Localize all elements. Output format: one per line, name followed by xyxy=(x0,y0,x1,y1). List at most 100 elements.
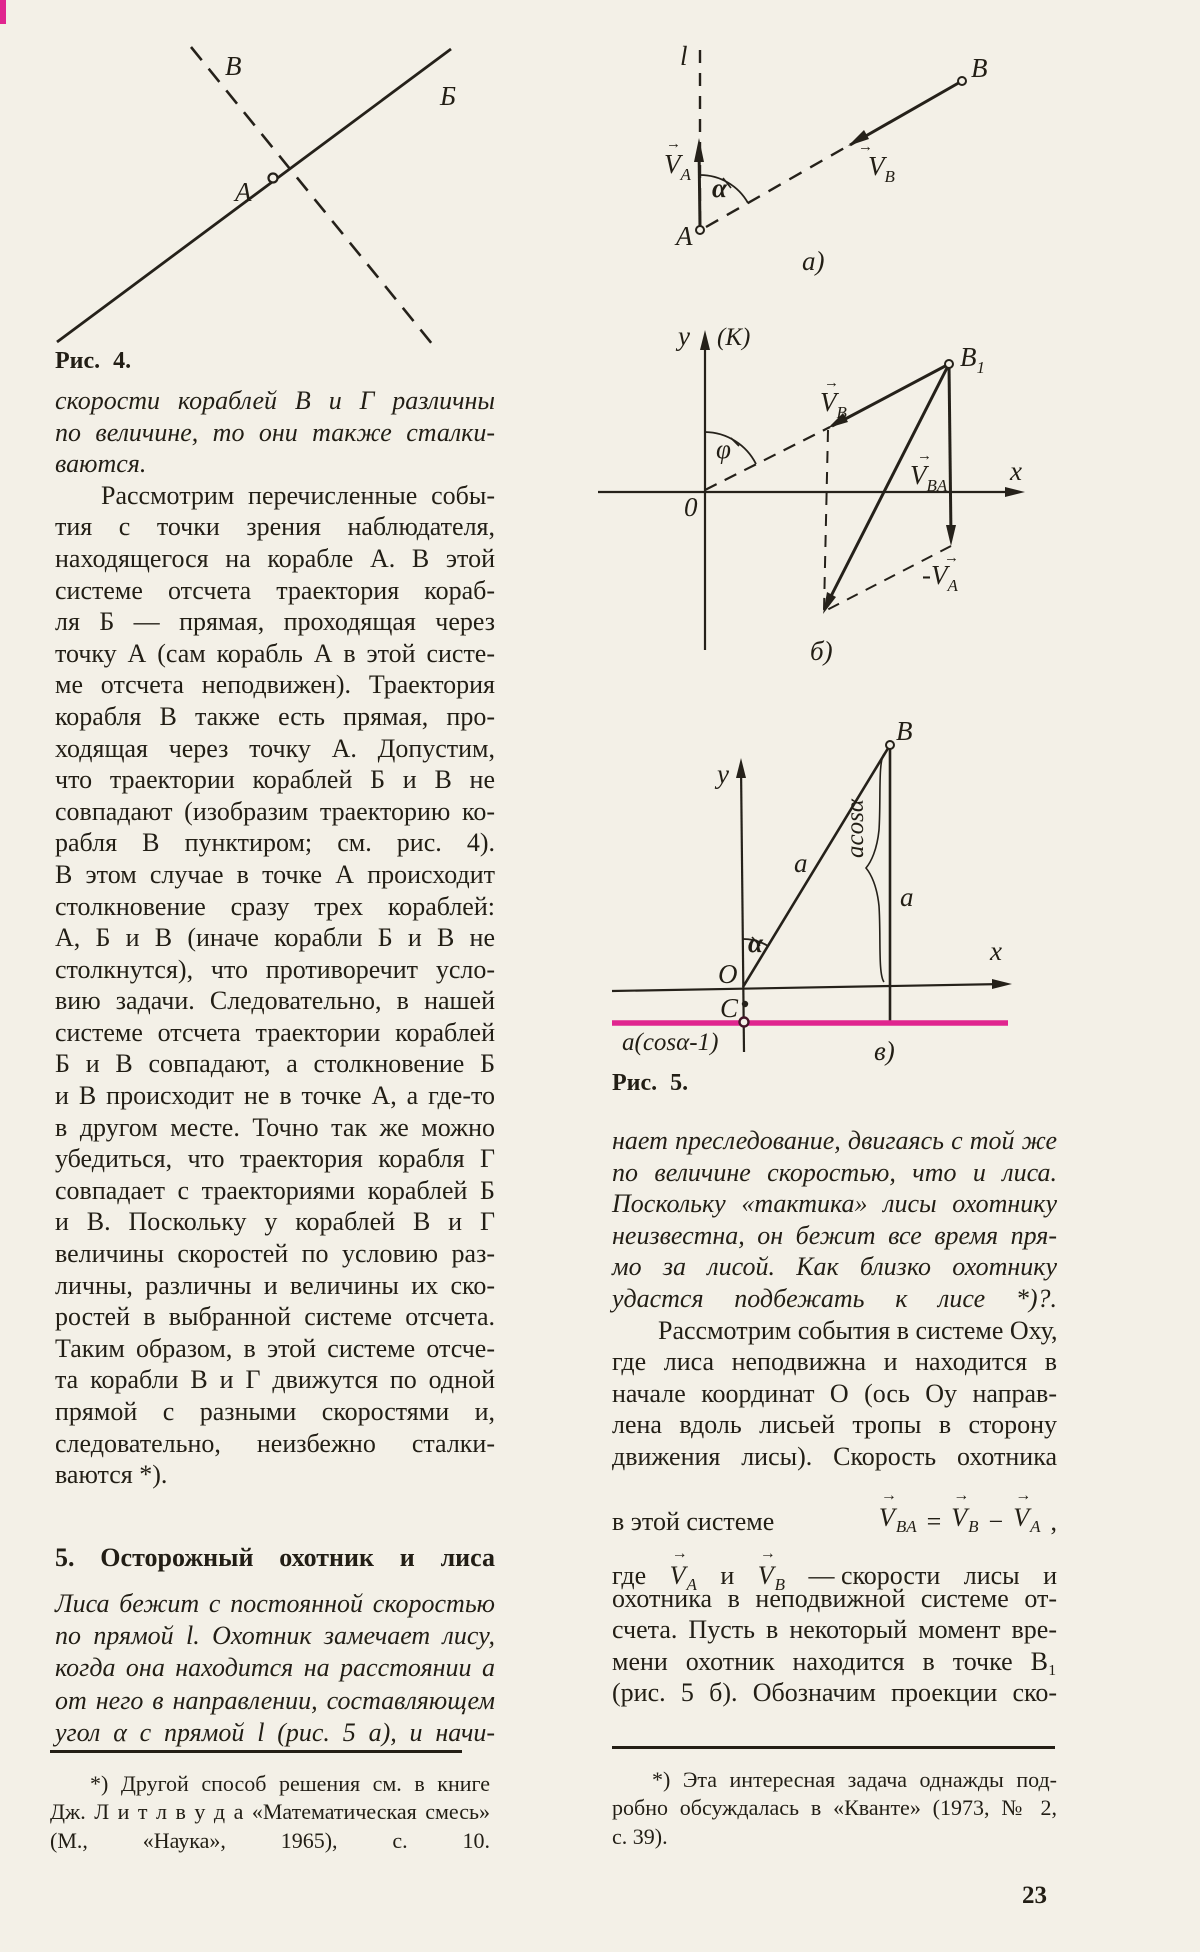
text-line: в другом месте. Точно так же можно xyxy=(55,1112,495,1142)
label-B: B xyxy=(971,53,988,83)
label-x: x xyxy=(989,936,1002,966)
y-axis xyxy=(739,765,746,1053)
paragraph-fox-problem-cont: нает преследование, двигаясь с той же по … xyxy=(612,1125,1057,1315)
text-line: вию задачи. Следовательно, в нашей xyxy=(55,986,495,1016)
text-line: личны, различны и величины их ско- xyxy=(55,1270,495,1300)
label-K-frame: (K) xyxy=(717,324,750,351)
label-l: l xyxy=(680,41,688,71)
label-y: y xyxy=(714,759,729,789)
label-x: x xyxy=(1009,456,1022,486)
text-line: робно обсуждалась в «Кванте» (1973, № 2, xyxy=(612,1795,1057,1821)
text-line: та корабли В и Г движутся по одной xyxy=(55,1365,495,1395)
text-line: по величине, то они также сталки- xyxy=(55,417,495,447)
text-line: мени охотник находится в точке В₁ xyxy=(612,1646,1057,1676)
formula-text: лисы xyxy=(963,1560,1020,1590)
sight-line-dashed xyxy=(705,141,854,229)
text-line: лена вдоль лисьей тропы в сторону xyxy=(612,1410,1057,1440)
text-line: неизвестна, он бежит все время пря- xyxy=(612,1220,1057,1250)
text-line: Дж. Л и т л в у д а «Математическая смес… xyxy=(50,1799,490,1825)
footnote-rule xyxy=(612,1746,1055,1749)
text-line: (М., «Наука», 1965), с. 10. xyxy=(50,1827,490,1853)
vector-symbol: → VA xyxy=(1013,1486,1041,1536)
label-C: C xyxy=(720,993,739,1023)
text-line: от него в направлении, составляющем xyxy=(55,1685,495,1715)
vector-vb-line xyxy=(831,362,950,428)
point-B1 xyxy=(944,359,954,369)
text-line: угол α с прямой l (рис. 5 а), и начи- xyxy=(55,1717,495,1747)
text-line: следовательно, неизбежно сталки- xyxy=(55,1428,495,1458)
page-number: 23 xyxy=(1022,1882,1047,1909)
text-line: точку А (сам корабль А в этой систе- xyxy=(55,638,495,668)
text-line: что траектории кораблей Б и В не xyxy=(55,765,495,795)
vector-symbol: → VB xyxy=(951,1486,979,1536)
text-line: Таким образом, в этой системе отсче- xyxy=(55,1333,495,1363)
text-line: столкнутся), что противоречит усло- xyxy=(55,954,495,984)
text-line: где лиса неподвижна и находится в xyxy=(612,1347,1057,1377)
text-line: когда она находится на расстоянии a xyxy=(55,1653,495,1683)
parallelogram-dashed xyxy=(822,545,952,613)
point-A xyxy=(695,225,705,235)
arrowhead xyxy=(700,330,710,350)
text-line: величины скоростей по условию раз- xyxy=(55,1239,495,1269)
label-origin: 0 xyxy=(684,492,698,522)
text-line: прямой с разными скоростями и, xyxy=(55,1397,495,1426)
projection-dashed xyxy=(823,429,829,611)
text-line: ля Б — прямая, проходящая через xyxy=(55,607,495,637)
vector-symbol: → VA xyxy=(669,1544,697,1594)
text-line: находящегося на корабле А. В этой xyxy=(55,543,495,573)
text-line: Поскольку «тактика» лисы охотнику xyxy=(612,1189,1057,1219)
label-minus-va: -VA xyxy=(922,560,958,595)
label-B: B xyxy=(896,720,913,746)
footnote-text: *) Эта интересная задача однажды под-роб… xyxy=(612,1766,1057,1851)
text-line: по прямой l. Охотник замечает лису, xyxy=(55,1621,495,1651)
text-line: Б и В совпадают, а столкновение Б xyxy=(55,1049,495,1079)
text-line: нает преследование, двигаясь с той же xyxy=(612,1126,1057,1155)
text-line: ходящая через точку А. Допустим, xyxy=(55,733,495,763)
label-acos-minus-one: a(cosα-1) xyxy=(622,1029,718,1056)
arrowhead xyxy=(1005,487,1025,497)
formula-text: , xyxy=(1050,1506,1058,1536)
text-line: ростей в выбранной системе отсчета. xyxy=(55,1302,495,1332)
text-line: с. 39). xyxy=(612,1823,668,1849)
label-A: A xyxy=(233,177,252,207)
vector-symbol: → VB xyxy=(757,1544,785,1594)
vector-arrow-icon: → xyxy=(824,375,839,391)
text-line: *) Другой способ решения см. в книге xyxy=(90,1771,490,1796)
text-line: охотника в неподвижной системе от- xyxy=(612,1583,1057,1613)
arrowhead xyxy=(736,758,746,778)
text-line: совпадает с траекториями кораблей Б xyxy=(55,1175,495,1205)
text-line: удастся подбежать к лисе *)?. xyxy=(612,1283,1057,1313)
paragraph-italic-lead: скорости кораблей В и Г различны по велич… xyxy=(55,385,495,480)
label-B1: B1 xyxy=(960,342,985,377)
paragraph-fox-problem: Лиса бежит с постоянной скоростью по прям… xyxy=(55,1588,495,1749)
text-line: счета. Пусть в некоторый момент вре- xyxy=(612,1615,1057,1645)
left-footnote: *) Другой способ решения см. в книге Дж. … xyxy=(50,1770,490,1855)
angle-tick xyxy=(730,437,740,447)
scan-edge-mark xyxy=(0,0,6,24)
label-vb: VB xyxy=(820,387,848,422)
formula-text: = xyxy=(926,1506,942,1536)
intersection-point xyxy=(267,172,279,184)
trajectory-dashed-line xyxy=(189,46,439,351)
label-phi: φ xyxy=(716,434,731,464)
formula-text: — скорости xyxy=(808,1560,941,1590)
vector-arrow-icon: → xyxy=(759,1544,776,1562)
text-line: тия с точки зрения наблюдателя, xyxy=(55,512,495,542)
footnote-rule xyxy=(50,1750,462,1753)
subfigure-tag-v: в) xyxy=(874,1036,895,1066)
footnote-text: *) Другой способ решения см. в книге Дж. … xyxy=(50,1770,490,1855)
vector-arrow-icon: → xyxy=(671,1544,688,1562)
text-line: ме отсчета неподвижен). Траектория xyxy=(55,670,495,700)
label-va: VA xyxy=(664,149,692,184)
text-line: начале координат О (ось Оу направ- xyxy=(612,1378,1057,1408)
vector-arrow-icon: → xyxy=(953,1486,969,1504)
trajectory-solid-line xyxy=(56,47,452,344)
vector-vb-line xyxy=(849,79,963,147)
arrowhead xyxy=(992,979,1012,989)
dimension-brace xyxy=(864,753,885,983)
vector-arrow-icon: → xyxy=(858,139,873,155)
point-on-line xyxy=(738,1016,750,1028)
velocity-formula-row: в этой системе → VBA = → VB − → VA, xyxy=(612,1473,1057,1537)
figure-5c-diagram: y x O a α acosα a B C a(cosα-1) в) xyxy=(611,720,1012,1066)
text-line: убедиться, что траектория корабля Г xyxy=(55,1144,495,1174)
